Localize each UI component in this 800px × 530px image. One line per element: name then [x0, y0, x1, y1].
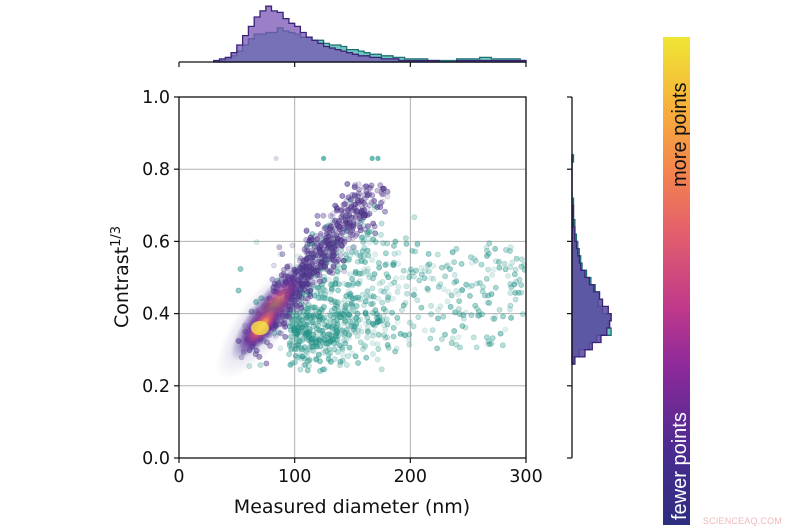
y-axis-ticks: 0.0 0.2 0.4 0.6 0.8 1.0	[142, 88, 179, 469]
y-axis-label: Contrast1/3	[109, 226, 133, 328]
y-tick-label: 0.0	[142, 449, 170, 469]
svg-text:Contrast1/3: Contrast1/3	[109, 226, 133, 328]
watermark: SCIENCEAQ.COM	[702, 516, 782, 526]
x-tick-label: 300	[509, 467, 542, 487]
plot-frame	[178, 96, 527, 459]
right-hist-purple-series	[571, 154, 612, 365]
x-tick-label: 200	[394, 467, 427, 487]
y-axis-label-text: Contrast	[111, 247, 133, 328]
x-axis-label: Measured diameter (nm)	[234, 496, 470, 518]
y-axis-label-superscript: 1/3	[109, 226, 124, 247]
y-tick-label: 0.6	[142, 232, 170, 252]
y-tick-label: 0.8	[142, 160, 170, 180]
density-cluster	[215, 256, 317, 380]
plot-area	[179, 97, 526, 458]
colorbar-label-top: more points	[669, 83, 691, 188]
right-marginal-histogram	[567, 96, 612, 459]
y-tick-label: 1.0	[142, 88, 170, 108]
colorbar-gradient	[663, 37, 690, 525]
top-marginal-histogram	[178, 5, 527, 67]
colorbar-label-bottom: fewer points	[669, 412, 691, 520]
top-hist-ticks	[178, 62, 527, 67]
right-hist-ticks	[567, 96, 572, 459]
x-tick-label: 100	[278, 467, 311, 487]
y-tick-label: 0.2	[142, 377, 170, 397]
colorbar: more points fewer points	[663, 37, 691, 525]
x-axis-ticks: 0 100 200 300	[173, 458, 543, 487]
top-hist-purple-series	[213, 5, 527, 63]
y-tick-label: 0.4	[142, 305, 170, 325]
main-scatter-plot: 0 100 200 300 0.0 0.2 0.4 0.6 0.8 1.0 Measured d…	[109, 88, 543, 518]
x-tick-label: 0	[173, 467, 184, 487]
